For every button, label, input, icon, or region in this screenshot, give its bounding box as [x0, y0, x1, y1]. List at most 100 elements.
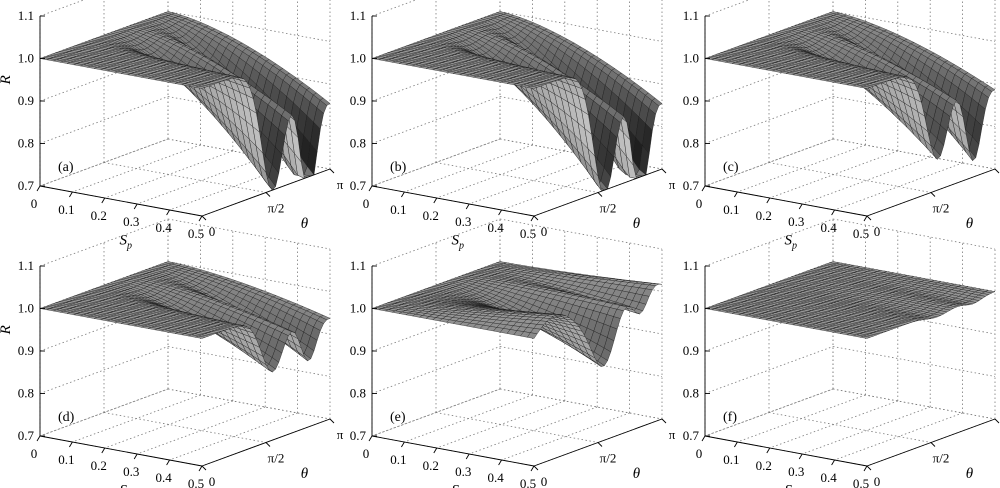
x-tick — [401, 191, 405, 198]
grid-line — [39, 138, 169, 187]
x-axis-line — [371, 185, 535, 217]
x-tick-label: 0.4 — [155, 220, 172, 235]
z-tick-label: 0.9 — [18, 343, 34, 358]
z-tick-label: 0.9 — [18, 93, 34, 108]
y-tick — [265, 442, 271, 447]
grid-line — [404, 144, 533, 193]
panel-label: (a) — [58, 160, 74, 175]
grid-line — [832, 11, 996, 42]
x-tick — [36, 185, 41, 192]
grid-line — [704, 138, 834, 187]
z-tick-label: 1.1 — [350, 8, 366, 23]
y-tick-label: π — [669, 177, 676, 192]
y-axis-title: θ — [301, 466, 309, 482]
grid-line — [469, 406, 598, 455]
x-tick-label: 0.5 — [520, 226, 536, 241]
x-tick — [198, 215, 203, 222]
surface — [39, 261, 331, 373]
x-tick-label: 0.1 — [58, 452, 74, 467]
grid-line — [371, 218, 501, 267]
x-tick-label: 0.3 — [455, 214, 471, 229]
panel-e: 00.10.20.30.40.50π/2π0.70.80.91.01.1Spθ(… — [350, 218, 676, 488]
z-tick-label: 1.1 — [18, 8, 34, 23]
surface — [371, 11, 663, 191]
x-tick-label: 0.5 — [853, 226, 869, 241]
x-tick — [465, 203, 470, 210]
y-tick — [329, 418, 335, 424]
z-tick-label: 0.7 — [683, 178, 700, 193]
grid-line — [371, 346, 501, 394]
grid-line — [802, 156, 931, 205]
y-axis-title: θ — [966, 216, 974, 232]
y-tick-label: π — [337, 427, 344, 442]
x-tick-label: 0.2 — [91, 208, 107, 223]
x-tick — [36, 435, 41, 442]
surface — [704, 11, 996, 161]
grid-line — [103, 412, 267, 443]
grid-line — [39, 218, 169, 267]
y-tick-label: 0 — [209, 474, 216, 488]
surface-cell — [526, 85, 538, 89]
x-tick-label: 0.1 — [58, 202, 74, 217]
grid-line — [832, 138, 996, 170]
x-tick — [831, 209, 835, 216]
grid-line — [104, 150, 233, 199]
y-tick-label: π/2 — [933, 201, 950, 216]
panel-label: (d) — [58, 410, 75, 425]
z-tick-label: 0.8 — [18, 386, 34, 401]
x-tick-label: 0.3 — [123, 214, 139, 229]
x-tick — [69, 441, 73, 448]
panel-d: 00.10.20.30.40.50π/2π0.70.80.91.01.1SpθR… — [0, 218, 344, 488]
grid-line — [499, 53, 663, 85]
grid-line — [501, 162, 630, 211]
z-tick-label: 0.7 — [18, 428, 35, 443]
x-tick-label: 0 — [363, 196, 370, 211]
grid-line — [436, 150, 565, 199]
grid-line — [103, 162, 267, 193]
x-tick-label: 0.4 — [487, 220, 504, 235]
z-tick-label: 0.9 — [350, 93, 366, 108]
y-tick-label: π/2 — [268, 201, 285, 216]
y-axis-title: θ — [633, 216, 641, 232]
grid-line — [435, 162, 599, 193]
z-tick-label: 1.0 — [18, 301, 34, 316]
z-tick-label: 0.8 — [18, 136, 34, 151]
y-tick-label: π/2 — [268, 451, 285, 466]
x-tick — [166, 209, 170, 216]
grid-line — [435, 412, 599, 443]
grid-line — [371, 96, 501, 144]
grid-line — [371, 138, 501, 187]
z-tick-label: 0.7 — [18, 178, 35, 193]
panel-a: 00.10.20.30.40.50π/2π0.70.80.91.01.1SpθR… — [0, 0, 344, 251]
x-tick — [133, 453, 138, 460]
x-tick-label: 0.3 — [788, 214, 804, 229]
x-tick — [498, 209, 502, 216]
y-tick — [994, 168, 1000, 174]
z-tick-label: 0.8 — [350, 136, 366, 151]
x-axis-line — [39, 185, 203, 217]
z-tick-label: 1.0 — [683, 51, 699, 66]
x-tick — [368, 185, 373, 192]
x-tick — [133, 203, 138, 210]
y-tick — [597, 192, 603, 197]
x-tick — [530, 215, 535, 222]
x-axis-title: Sp — [785, 232, 798, 251]
x-axis-title: Sp — [120, 232, 133, 251]
x-tick — [101, 197, 106, 204]
y-tick — [930, 192, 936, 197]
z-axis-title: R — [0, 75, 14, 85]
z-axis-title: R — [0, 325, 14, 335]
x-tick — [766, 197, 771, 204]
grid-line — [737, 144, 866, 193]
grid-line — [137, 406, 266, 455]
z-tick-label: 1.1 — [683, 8, 699, 23]
x-tick-label: 0.2 — [756, 208, 772, 223]
grid-line — [72, 394, 201, 443]
grid-line — [704, 96, 834, 144]
x-tick-label: 0.2 — [91, 458, 107, 473]
x-tick — [701, 185, 706, 192]
y-tick — [533, 215, 539, 221]
